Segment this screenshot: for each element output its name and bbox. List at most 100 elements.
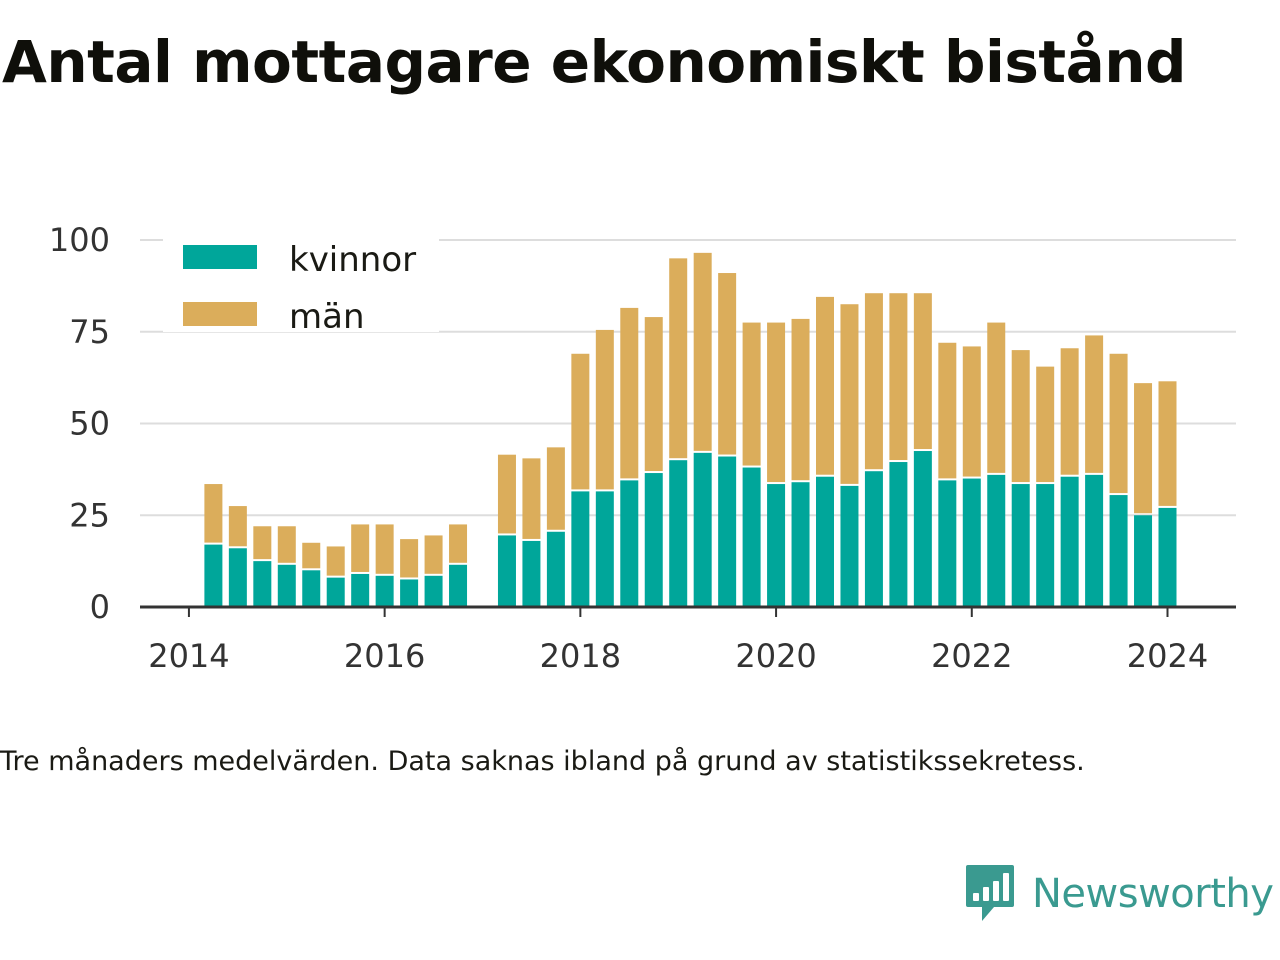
bar-kvinnor <box>228 548 247 607</box>
bar-man <box>889 293 908 461</box>
bar-chart: kvinnor män 0 25 50 75 100 2014 2016 2018 2020 20… <box>49 221 1236 675</box>
x-tick-label: 2018 <box>540 637 621 675</box>
bar-kvinnor <box>987 474 1006 607</box>
bar-man <box>791 318 810 481</box>
bar-kvinnor <box>424 575 443 607</box>
bar-man <box>546 447 565 530</box>
brand: Newsworthy <box>964 862 1274 926</box>
x-tick-label: 2016 <box>344 637 425 675</box>
y-tick-label: 50 <box>69 405 110 443</box>
bar-man <box>1109 353 1128 494</box>
bar-kvinnor <box>522 540 541 607</box>
bar-kvinnor <box>1060 476 1079 607</box>
chart-title: Antal mottagare ekonomiskt bistånd <box>2 28 1187 96</box>
bar-kvinnor <box>253 561 272 607</box>
bar-man <box>571 353 590 490</box>
bar-man <box>767 322 786 483</box>
y-tick-label: 75 <box>69 313 110 351</box>
legend-swatch-kvinnor <box>183 245 257 269</box>
bars <box>204 252 1177 607</box>
bar-man <box>253 526 272 560</box>
bar-kvinnor <box>204 544 223 607</box>
bar-kvinnor <box>767 484 786 607</box>
bar-kvinnor <box>938 480 957 607</box>
bar-man <box>718 273 737 455</box>
bar-man <box>449 524 468 563</box>
bar-kvinnor <box>302 570 321 607</box>
bar-kvinnor <box>1158 507 1177 607</box>
bar-man <box>644 317 663 472</box>
bar-kvinnor <box>1109 495 1128 607</box>
bar-man <box>302 542 321 569</box>
y-tick-label: 0 <box>90 588 110 626</box>
bar-kvinnor <box>669 460 688 607</box>
bar-kvinnor <box>816 476 834 607</box>
bar-kvinnor <box>1134 515 1153 607</box>
bar-man <box>620 307 639 479</box>
y-tick-label: 25 <box>69 496 110 534</box>
bar-man <box>277 526 296 563</box>
bar-man <box>497 454 516 534</box>
bar-man <box>1158 381 1177 506</box>
y-tick-label: 100 <box>49 221 110 259</box>
bar-kvinnor <box>718 456 737 607</box>
bar-man <box>375 524 394 574</box>
bar-kvinnor <box>864 471 883 607</box>
x-tick-label: 2020 <box>735 637 816 675</box>
bar-man <box>693 252 712 451</box>
bar-kvinnor <box>351 573 370 607</box>
bar-kvinnor <box>497 535 516 607</box>
bar-kvinnor <box>595 491 614 607</box>
bar-man <box>424 535 443 574</box>
x-tick-label: 2022 <box>931 637 1012 675</box>
bar-man <box>522 458 541 539</box>
newsworthy-logo-icon <box>966 865 1014 921</box>
bar-man <box>913 293 932 450</box>
x-tick-label: 2024 <box>1127 637 1208 675</box>
bar-man <box>1134 383 1153 514</box>
legend-label-kvinnor: kvinnor <box>289 240 416 280</box>
bar-kvinnor <box>1011 484 1030 607</box>
bar-man <box>1060 348 1079 475</box>
bar-man <box>816 296 834 475</box>
bar-kvinnor <box>375 575 394 607</box>
bar-man <box>987 322 1006 473</box>
x-tick-label: 2014 <box>148 637 229 675</box>
chart-caption: Tre månaders medelvärden. Data saknas ib… <box>0 746 1085 777</box>
legend-swatch-man <box>183 302 257 326</box>
bar-kvinnor <box>742 467 761 607</box>
bar-man <box>204 484 223 543</box>
brand-name: Newsworthy <box>1032 871 1274 917</box>
legend: kvinnor män <box>163 230 439 337</box>
bar-man <box>228 506 247 547</box>
bar-kvinnor <box>546 531 565 607</box>
bar-kvinnor <box>1036 484 1055 607</box>
bar-kvinnor <box>326 577 345 607</box>
bar-kvinnor <box>1085 474 1104 607</box>
bar-kvinnor <box>693 452 712 607</box>
bar-kvinnor <box>400 579 419 607</box>
bar-man <box>1036 366 1055 483</box>
bar-kvinnor <box>620 480 639 607</box>
bar-man <box>962 346 981 477</box>
bar-kvinnor <box>277 564 296 607</box>
bar-man <box>742 322 761 466</box>
bar-kvinnor <box>889 462 908 607</box>
bar-man <box>351 524 370 572</box>
legend-label-man: män <box>289 297 365 337</box>
bar-man <box>1085 335 1104 473</box>
bar-man <box>326 546 345 576</box>
bar-man <box>938 342 957 479</box>
bar-kvinnor <box>913 451 932 607</box>
bar-kvinnor <box>644 473 663 607</box>
bar-man <box>840 304 859 484</box>
bar-kvinnor <box>791 482 810 607</box>
bar-man <box>669 258 688 459</box>
axes: 0 25 50 75 100 2014 2016 2018 2020 2022 2024 <box>49 221 1236 675</box>
bar-kvinnor <box>571 491 590 607</box>
bar-man <box>864 293 883 470</box>
bar-kvinnor <box>840 485 859 607</box>
bar-kvinnor <box>962 478 981 607</box>
bar-man <box>1011 350 1030 483</box>
bar-man <box>595 329 614 490</box>
